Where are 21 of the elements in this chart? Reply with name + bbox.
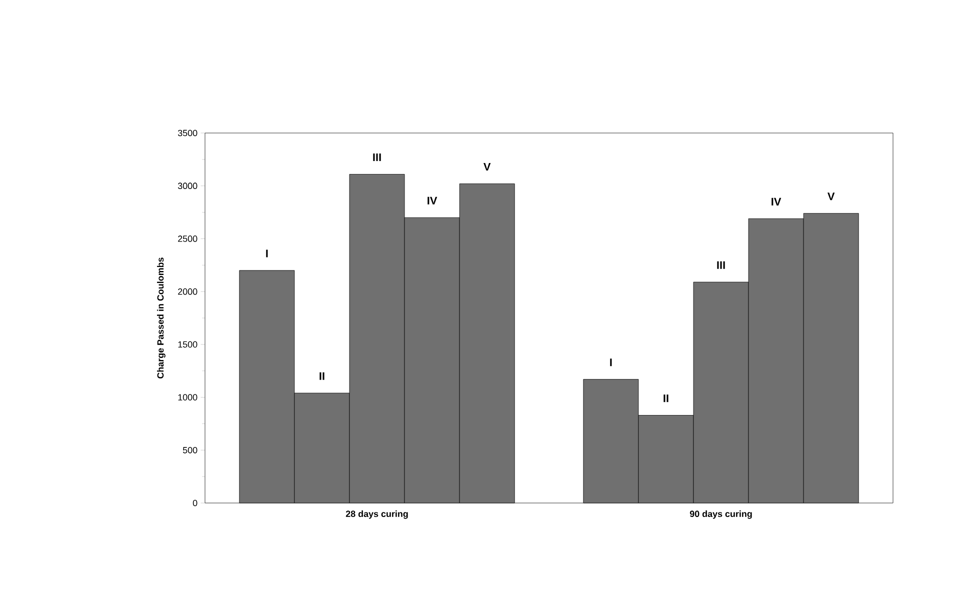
y-tick-label: 1000 [178, 394, 198, 400]
text: IV [428, 196, 438, 204]
y-tick-label: 1500 [178, 341, 198, 348]
x-tick-label: 28 days curing [346, 510, 408, 519]
text: II [664, 394, 668, 402]
series-label: V [484, 163, 491, 171]
series-label: III [373, 154, 381, 162]
text: I [610, 358, 612, 366]
y-axis-title: Charge Passed in Coulombs [157, 258, 166, 378]
y-tick-label: 2500 [178, 236, 198, 242]
y-tick-label: 500 [182, 446, 198, 454]
series-label: IV [772, 198, 782, 206]
text: V [828, 192, 835, 200]
series-label: II [320, 372, 324, 380]
y-tick-label: 2000 [178, 288, 198, 295]
y-tick-label: 3500 [178, 130, 198, 136]
x-tick-label: 90 days curing [690, 510, 752, 519]
text: III [717, 261, 725, 269]
series-label: I [266, 250, 268, 258]
y-tick-label: 0 [192, 500, 198, 506]
y-tick-label: 3000 [178, 182, 198, 190]
